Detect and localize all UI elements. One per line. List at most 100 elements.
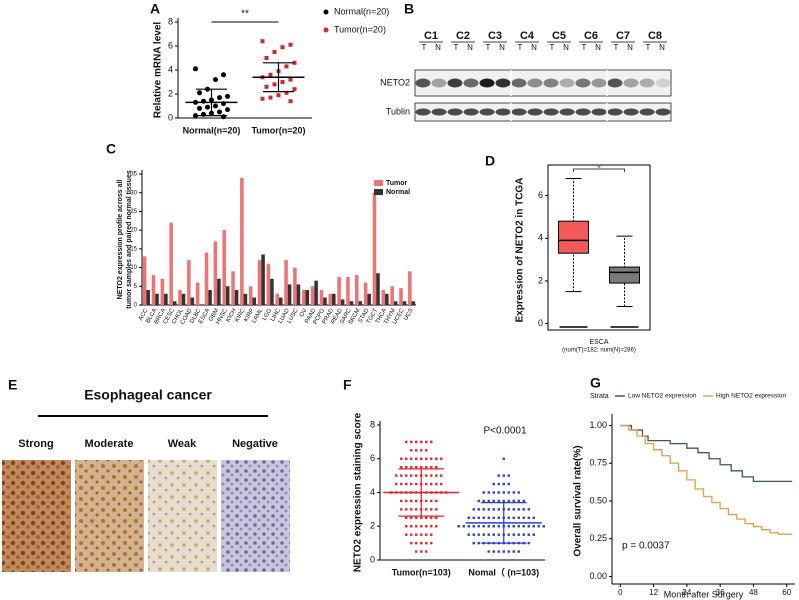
data-point [395,474,398,477]
pair-label: N [435,43,441,52]
data-point [435,525,438,528]
band [463,108,479,116]
bar [169,222,173,305]
data-point [217,109,222,115]
bar [160,278,165,305]
bar [314,280,318,305]
x-tick-label: 12 [649,588,658,597]
data-point [435,474,438,477]
data-point [487,499,490,503]
survival-curve [620,424,793,483]
data-point [410,525,413,528]
data-point [284,64,289,69]
data-point [425,541,428,545]
pair-label: T [486,43,491,52]
data-point [542,525,545,528]
band [623,108,639,116]
data-point [415,525,418,528]
legend-swatch [374,180,383,186]
data-point [430,533,433,536]
data-point [430,516,433,520]
row-label: Tublin [386,106,410,116]
data-point [517,499,520,503]
data-point [482,508,485,511]
data-point [512,550,515,553]
lane-label: C5 [552,30,566,42]
data-point [430,465,433,469]
data-point [497,550,500,553]
bar [252,297,257,305]
band [623,78,639,88]
data-point [497,482,500,486]
data-point [482,516,485,520]
bar [146,290,150,305]
data-point [507,482,510,486]
x-tick-label: UCS [403,308,415,322]
data-point [477,499,480,503]
band [575,108,591,116]
band [575,78,591,88]
pair-label: T [582,43,587,52]
bar [319,290,324,305]
panel-label: F [343,377,352,393]
data-point [517,491,520,494]
data-point [487,491,490,494]
data-point [420,440,423,444]
band [639,108,655,116]
data-point [400,465,403,469]
data-point [482,533,485,536]
pair-label: N [627,43,633,52]
bar [337,276,341,305]
x-tick-label: ACC [138,307,150,322]
y-tick-label: 2 [370,521,375,531]
bar [217,278,221,305]
data-point [517,525,520,528]
data-point [425,499,428,503]
bar [363,282,368,305]
data-point [492,499,495,503]
data-point [472,516,475,520]
band [559,78,575,88]
legend-label: Tumor(n=20) [334,24,386,34]
bar [301,290,306,305]
legend-label: Tumor [386,180,408,187]
data-point [487,516,490,520]
data-point [502,474,505,477]
ihc-image [2,460,71,572]
data-point [415,541,418,545]
y-axis-label: NETO2 expression staining score [353,412,364,572]
data-point [405,499,408,503]
y-tick-label: 0.00 [589,571,607,581]
ihc-image [148,460,217,572]
data-point [507,508,510,511]
lane-label: C1 [424,30,438,42]
band [479,78,495,88]
bar [187,260,191,305]
ihc-label: Moderate [85,438,134,450]
bar [181,293,186,305]
data-point [225,107,230,113]
data-point [400,457,403,460]
band [607,108,623,116]
x-tick-label: Tumor(n=103) [392,567,451,577]
pair-label: N [531,43,537,52]
bar [385,293,389,305]
band [559,108,575,116]
data-point [405,474,408,477]
bar [287,284,292,305]
data-point [425,482,428,486]
data-point [193,66,198,72]
band [543,78,559,88]
data-point [487,550,490,553]
band [447,78,463,88]
data-point [430,474,433,477]
lane-label: C2 [456,30,470,42]
bar [390,286,394,305]
data-point [400,474,403,477]
band [639,78,655,88]
panel-label: B [404,1,414,17]
data-point [435,499,438,503]
band [591,78,607,88]
